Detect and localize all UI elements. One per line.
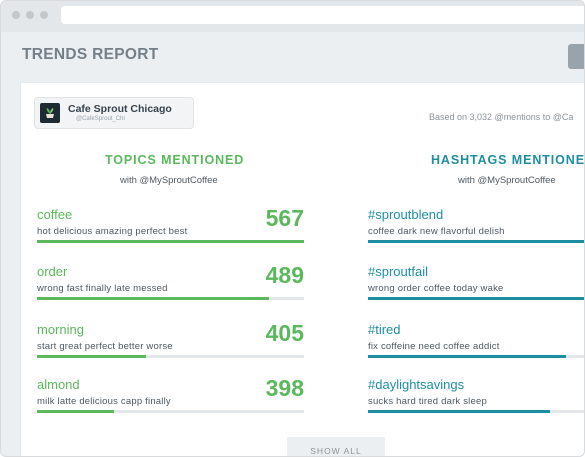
hashtag-bar-fill: [368, 410, 550, 413]
hashtag-item[interactable]: #sproutblend coffee dark new flavorful d…: [368, 207, 584, 247]
hashtag-name: #daylightsavings: [368, 377, 465, 392]
topic-bar-fill: [37, 240, 304, 243]
hashtag-item[interactable]: #tired fix coffeine need coffee addict: [368, 322, 584, 362]
topic-bar-fill: [37, 410, 115, 413]
profile-chip[interactable]: Cafe Sprout Chicago @CafeSprout_Chi: [34, 97, 194, 129]
topic-words: wrong fast finally late messed: [37, 283, 168, 294]
topic-words: start great perfect better worse: [37, 341, 173, 352]
report-card: Cafe Sprout Chicago @CafeSprout_Chi Base…: [21, 83, 585, 456]
profile-handle: @CafeSprout_Chi: [76, 116, 125, 122]
page-title: TRENDS REPORT: [22, 46, 159, 63]
address-bar[interactable]: [61, 6, 584, 24]
hashtag-name: #tired: [368, 322, 401, 337]
topic-bar-fill: [37, 355, 147, 358]
hashtag-bar: [368, 410, 584, 413]
topic-item[interactable]: coffee hot delicious amazing perfect bes…: [37, 205, 304, 247]
topic-item[interactable]: order wrong fast finally late messed 489: [37, 262, 304, 304]
browser-toolbar: [1, 1, 584, 32]
hashtag-words: sucks hard tired dark sleep: [368, 396, 487, 407]
hashtag-item[interactable]: #sproutfail wrong order coffee today wak…: [368, 264, 584, 304]
topic-item[interactable]: morning start great perfect better worse…: [37, 320, 304, 362]
topic-count: 398: [265, 375, 304, 401]
topic-count: 405: [265, 320, 304, 346]
topics-heading: TOPICS MENTIONED: [105, 153, 245, 167]
hashtag-words: coffee dark new flavorful delish: [368, 226, 505, 237]
profile-name: Cafe Sprout Chicago: [68, 103, 172, 115]
topic-words: milk latte delicious capp finally: [37, 396, 171, 407]
topic-count: 489: [265, 262, 304, 288]
hashtag-bar: [368, 240, 584, 243]
avatar: [40, 103, 60, 123]
hashtag-bar: [368, 355, 584, 358]
topic-bar-fill: [37, 297, 270, 300]
topic-name: almond: [37, 377, 80, 392]
mentions-summary: Based on 3,032 @mentions to @Ca: [429, 112, 574, 122]
topic-bar: [37, 297, 304, 300]
window-dot-icon[interactable]: [40, 11, 48, 19]
hashtag-words: fix coffeine need coffee addict: [368, 341, 500, 352]
topic-name: morning: [37, 322, 84, 337]
topic-item[interactable]: almond milk latte delicious capp finally…: [37, 375, 304, 417]
window-dot-icon[interactable]: [26, 11, 34, 19]
report-action-button[interactable]: [568, 44, 584, 69]
sprout-logo-icon: [42, 105, 58, 121]
topic-name: coffee: [37, 207, 73, 222]
hashtag-bar-fill: [368, 355, 567, 358]
topic-bar: [37, 410, 304, 413]
hashtags-heading: HASHTAGS MENTIONED: [431, 153, 585, 167]
hashtag-name: #sproutfail: [368, 264, 428, 279]
topic-name: order: [37, 264, 68, 279]
show-all-button[interactable]: SHOW ALL: [287, 437, 385, 456]
hashtag-name: #sproutblend: [368, 207, 444, 222]
hashtag-bar-fill: [368, 240, 584, 243]
hashtag-item[interactable]: #daylightsavings sucks hard tired dark s…: [368, 377, 584, 417]
topic-bar: [37, 240, 304, 243]
hashtag-bar: [368, 297, 584, 300]
topic-count: 567: [265, 205, 304, 231]
topic-words: hot delicious amazing perfect best: [37, 226, 188, 237]
hashtag-words: wrong order coffee today wake: [368, 283, 504, 294]
hashtags-subtitle: with @MySproutCoffee: [458, 175, 556, 186]
topic-bar: [37, 355, 304, 358]
hashtag-bar-fill: [368, 297, 584, 300]
topics-subtitle: with @MySproutCoffee: [120, 175, 218, 186]
window-dot-icon[interactable]: [12, 11, 20, 19]
